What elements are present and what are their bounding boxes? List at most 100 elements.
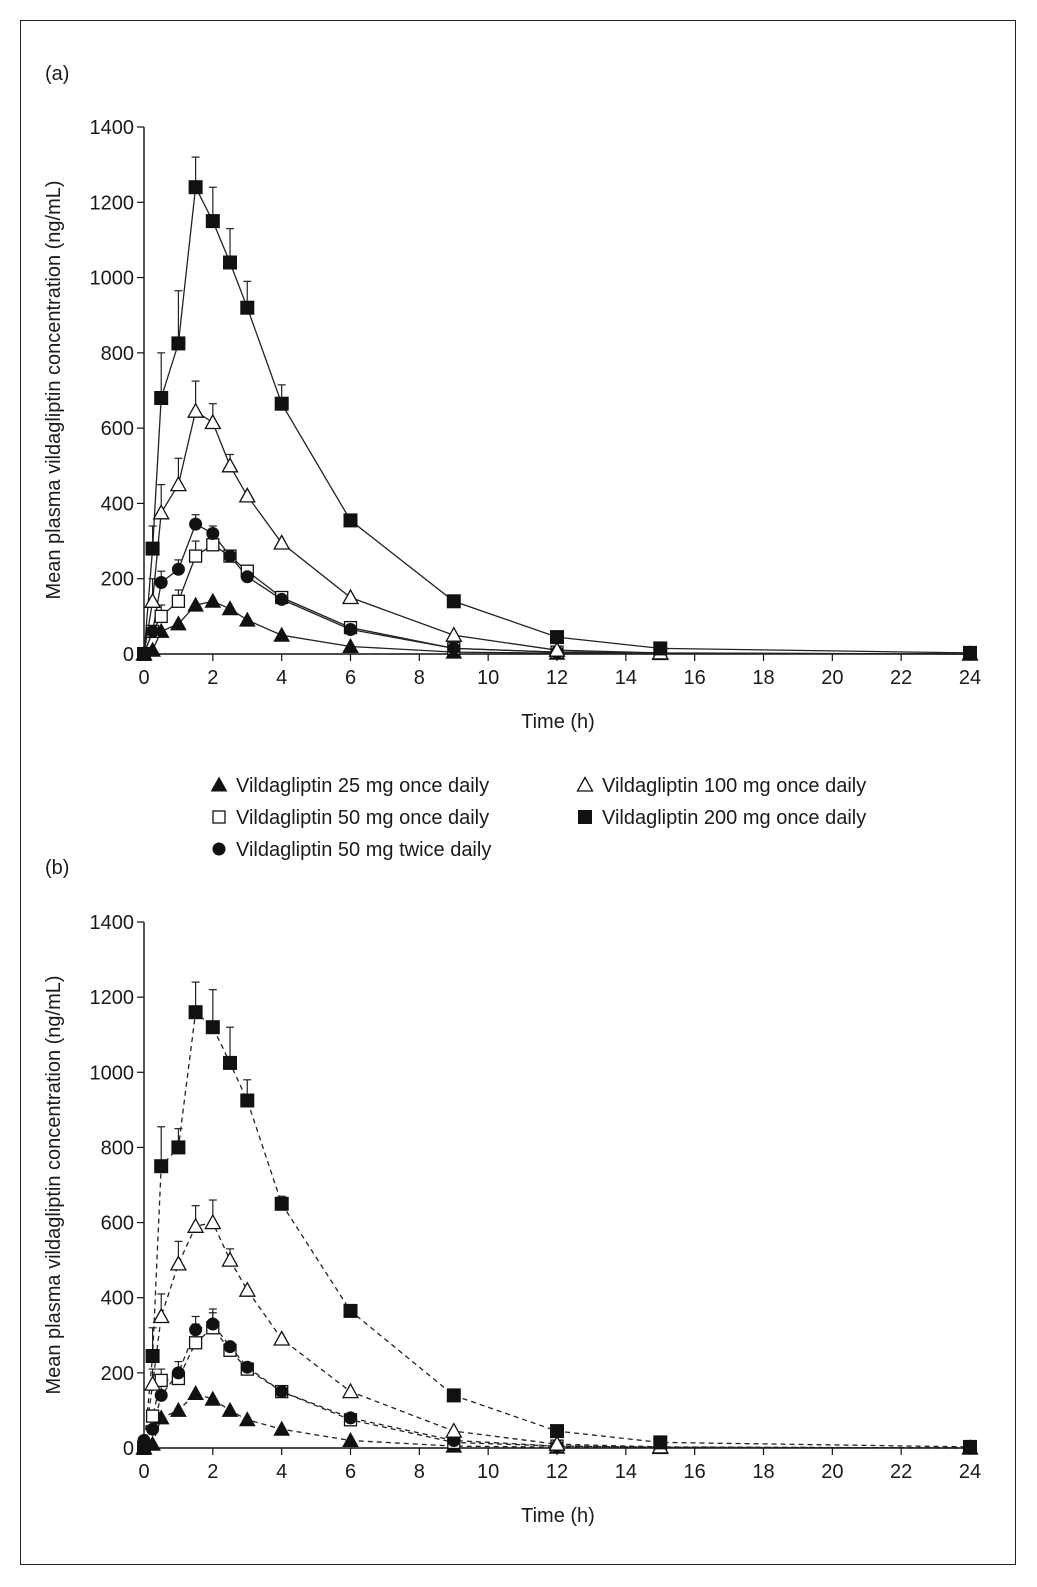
data-point: [240, 1093, 255, 1108]
data-point: [154, 1388, 168, 1402]
x-tick-label: 20: [821, 1461, 843, 1483]
data-point: [221, 457, 239, 473]
x-tick-label: 10: [477, 1461, 499, 1483]
x-axis-label-b: Time (h): [521, 1505, 595, 1527]
x-tick-label: 20: [821, 667, 843, 689]
data-point: [153, 504, 170, 520]
series-line: [143, 1323, 971, 1449]
x-tick-label: 0: [138, 1461, 149, 1483]
data-point: [273, 534, 290, 550]
y-tick-label: 600: [101, 418, 134, 440]
data-point: [343, 1303, 358, 1318]
data-point: [447, 641, 461, 655]
data-point: [239, 1411, 256, 1427]
data-point: [204, 593, 221, 608]
panel-label-b: (b): [45, 857, 69, 879]
legend-label-100mg: Vildagliptin 100 mg once daily: [602, 775, 866, 797]
y-tick-label: 800: [101, 343, 134, 365]
data-point: [446, 594, 461, 609]
data-point: [146, 1422, 160, 1436]
y-tick-label: 400: [101, 493, 134, 515]
data-point: [239, 487, 256, 503]
data-point: [275, 1385, 289, 1399]
data-point: [187, 403, 204, 418]
series-line: [143, 410, 971, 655]
y-axis-label-b: Mean plasma vildagliptin concentration (…: [43, 975, 65, 1394]
x-tick-label: 4: [276, 667, 287, 689]
data-point: [204, 1391, 221, 1406]
y-tick-label: 1000: [90, 268, 135, 290]
data-point: [145, 1409, 160, 1423]
y-tick-label: 0: [123, 644, 134, 666]
data-point: [206, 538, 220, 552]
y-axis-label-a: Mean plasma vildagliptin concentration (…: [43, 180, 65, 599]
data-point: [550, 630, 564, 645]
y-tick-label: 1400: [90, 912, 135, 934]
data-point: [342, 1383, 359, 1399]
data-point: [273, 1330, 290, 1346]
data-point: [221, 1251, 239, 1267]
x-tick-label: 22: [890, 1461, 912, 1483]
data-point: [171, 336, 186, 351]
legend-label-200mg: Vildagliptin 200 mg once daily: [602, 807, 866, 829]
data-point: [171, 1366, 185, 1380]
x-tick-label: 4: [276, 1461, 287, 1483]
x-tick-label: 2: [207, 667, 218, 689]
panel-b: (b) Mean plasma vildagliptin concentrati…: [43, 857, 981, 1527]
data-point: [344, 623, 357, 636]
y-tick-label: 0: [123, 1438, 134, 1460]
panel-label-a: (a): [45, 63, 69, 85]
data-point: [171, 562, 185, 576]
data-point: [145, 541, 160, 556]
figure-frame: [20, 20, 1016, 1565]
data-point: [223, 255, 237, 270]
data-point: [146, 624, 160, 638]
data-point: [240, 570, 254, 584]
data-point: [343, 513, 358, 528]
data-point: [189, 517, 203, 531]
data-point: [205, 214, 220, 229]
data-point: [188, 1336, 203, 1350]
data-point: [137, 1441, 151, 1455]
data-point: [171, 1140, 186, 1155]
data-point: [445, 1422, 462, 1438]
data-point: [274, 1196, 289, 1211]
x-tick-label: 16: [684, 1461, 706, 1483]
series-line: [143, 184, 971, 655]
data-point: [222, 600, 238, 616]
x-tick-label: 22: [890, 667, 912, 689]
legend-label-50mg-once: Vildagliptin 50 mg once daily: [236, 807, 489, 829]
data-point: [239, 1282, 256, 1297]
x-tick-label: 6: [345, 667, 356, 689]
y-tick-label: 200: [101, 1363, 134, 1385]
y-tick-label: 1400: [90, 117, 135, 139]
legend: Vildagliptin 25 mg once daily Vildaglipt…: [211, 775, 866, 861]
data-point: [445, 627, 462, 642]
data-point: [206, 1317, 220, 1331]
data-point: [189, 1323, 203, 1337]
data-point: [446, 1388, 461, 1403]
x-tick-label: 14: [615, 667, 637, 689]
x-tick-label: 8: [414, 1461, 425, 1483]
data-point: [273, 1421, 290, 1436]
legend-marker-100mg: [576, 776, 594, 792]
legend-label-50mg-twice: Vildagliptin 50 mg twice daily: [236, 839, 491, 861]
panel-a: (a) Mean plasma vildagliptin concentrati…: [43, 63, 981, 733]
data-point: [204, 414, 221, 430]
x-tick-label: 12: [546, 667, 568, 689]
data-point: [188, 549, 203, 563]
x-tick-label: 18: [752, 667, 774, 689]
x-tick-label: 14: [615, 1461, 637, 1483]
data-point: [653, 641, 668, 656]
y-tick-label: 200: [101, 569, 134, 591]
data-point: [154, 1159, 169, 1174]
x-tick-label: 10: [477, 667, 499, 689]
data-point: [963, 1439, 977, 1454]
data-point: [153, 1308, 170, 1324]
x-tick-label: 0: [138, 667, 149, 689]
y-tick-label: 1000: [90, 1062, 135, 1084]
legend-marker-200mg: [578, 810, 592, 824]
legend-marker-50mg-twice: [212, 842, 226, 856]
data-point: [206, 527, 220, 540]
